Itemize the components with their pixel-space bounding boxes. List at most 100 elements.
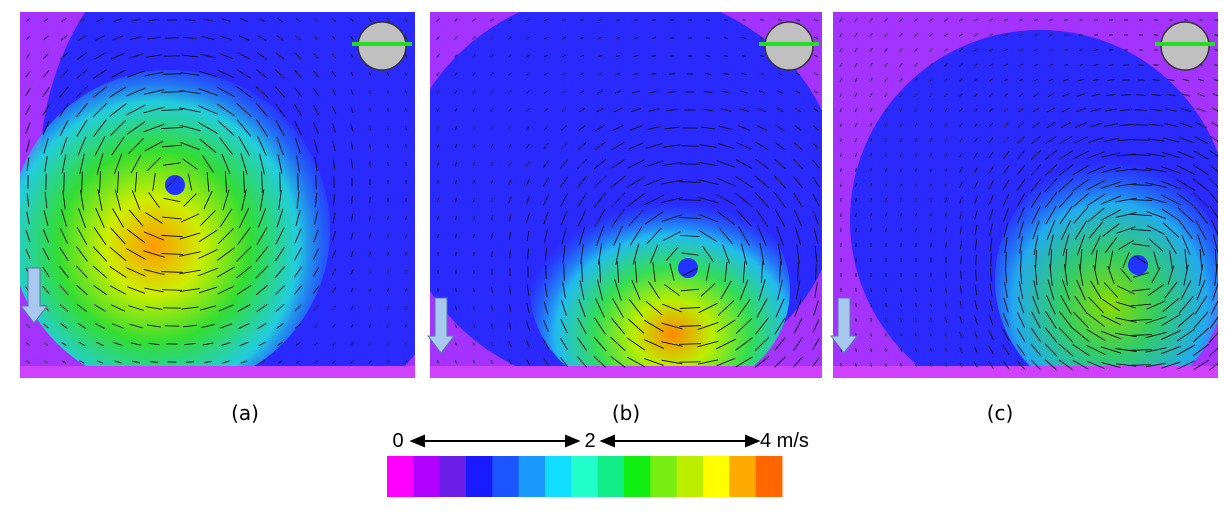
velocity-arrow [581, 262, 583, 282]
velocity-arrow [929, 78, 933, 82]
velocity-arrow [197, 267, 219, 277]
velocity-arrow [628, 142, 644, 150]
velocity-arrow [884, 347, 888, 353]
velocity-arrow [663, 144, 681, 148]
velocity-arrow [1193, 192, 1209, 208]
velocity-arrow [1161, 313, 1181, 327]
velocity-arrow [295, 138, 301, 154]
velocity-arrow [959, 138, 963, 142]
velocity-arrow [256, 52, 268, 60]
velocity-arrow [723, 19, 729, 21]
velocity-arrow [1177, 207, 1195, 223]
velocity-arrow [43, 138, 49, 154]
velocity-arrow [454, 144, 458, 148]
velocity-arrow [26, 36, 30, 40]
velocity-arrow [652, 262, 656, 282]
velocity-arrow [812, 142, 820, 150]
velocity-arrow [387, 233, 389, 239]
velocity-arrow [974, 224, 978, 236]
velocity-arrow [455, 233, 457, 239]
velocity-arrow [405, 215, 407, 221]
velocity-arrow [1031, 136, 1041, 144]
velocity-arrow [614, 279, 622, 301]
velocity-arrow [313, 286, 319, 294]
velocity-arrow [490, 197, 494, 203]
velocity-arrow [1048, 78, 1054, 82]
velocity-arrow [526, 126, 530, 130]
velocity-arrow [974, 78, 978, 82]
velocity-arrow [563, 263, 565, 281]
velocity-arrow [645, 143, 663, 149]
velocity-arrow [1192, 327, 1210, 343]
velocity-arrow [736, 142, 752, 150]
velocity-arrow [525, 195, 531, 205]
velocity-arrow [145, 54, 163, 58]
velocity-arrow [740, 243, 748, 265]
velocity-arrow [929, 363, 933, 367]
velocity-arrow [1031, 311, 1041, 329]
velocity-arrow [1145, 362, 1167, 368]
velocity-arrow [276, 35, 284, 41]
velocity-arrow [255, 102, 269, 118]
velocity-arrow [793, 209, 803, 227]
velocity-arrow [562, 90, 566, 94]
velocity-arrow [680, 288, 700, 292]
velocity-arrow [1160, 180, 1182, 190]
velocity-arrow [562, 245, 566, 263]
velocity-arrow [59, 266, 69, 278]
velocity-arrow [1145, 196, 1167, 204]
velocity-arrow [368, 251, 372, 257]
velocity-arrow [472, 54, 476, 58]
velocity-arrow [1030, 343, 1042, 357]
velocity-arrow [1160, 329, 1182, 341]
velocity-arrow [560, 142, 568, 150]
velocity-arrow [1101, 361, 1121, 369]
velocity-arrow [959, 225, 963, 235]
velocity-arrow [111, 136, 125, 156]
velocity-arrow [1130, 318, 1152, 322]
velocity-arrow [1193, 359, 1209, 371]
velocity-arrow [723, 73, 729, 75]
velocity-arrow [899, 152, 903, 158]
velocity-arrow [1116, 301, 1136, 309]
velocity-arrow [436, 144, 440, 148]
velocity-arrow [130, 342, 142, 346]
velocity-arrow [773, 175, 787, 189]
velocity-arrow [1153, 251, 1159, 269]
velocity-arrow [183, 36, 197, 40]
velocity-arrow [1161, 151, 1181, 159]
velocity-arrow [840, 197, 842, 203]
velocity-arrow [404, 36, 408, 40]
velocity-arrow [741, 37, 747, 39]
velocity-arrow [386, 306, 390, 310]
velocity-arrow [664, 126, 680, 130]
velocity-arrow [1032, 220, 1040, 240]
velocity-arrow [1181, 93, 1191, 97]
velocity-arrow [1088, 221, 1104, 239]
velocity-arrow [77, 136, 87, 156]
velocity-arrow [562, 54, 566, 58]
velocity-arrow [1106, 93, 1116, 97]
velocity-arrow [166, 176, 178, 188]
velocity-arrow [1033, 18, 1039, 22]
velocity-arrow [1058, 164, 1074, 176]
velocity-arrow [149, 361, 159, 363]
velocity-arrow [1147, 283, 1165, 297]
velocity-arrow [350, 124, 354, 132]
velocity-arrow [593, 158, 607, 170]
velocity-arrow [145, 212, 163, 224]
velocity-arrow [633, 19, 639, 21]
velocity-arrow [1060, 219, 1072, 241]
velocity-arrow [179, 124, 201, 132]
velocity-arrow [544, 90, 548, 94]
velocity-arrow [143, 123, 165, 133]
velocity-arrow [544, 246, 548, 262]
velocity-arrow [331, 249, 337, 259]
velocity-arrow [61, 154, 67, 174]
velocity-arrow [1019, 236, 1023, 254]
velocity-arrow [1115, 197, 1137, 203]
velocity-arrow [839, 93, 843, 97]
velocity-arrow [839, 48, 843, 52]
velocity-arrow [1100, 166, 1122, 174]
velocity-arrow [576, 337, 588, 351]
